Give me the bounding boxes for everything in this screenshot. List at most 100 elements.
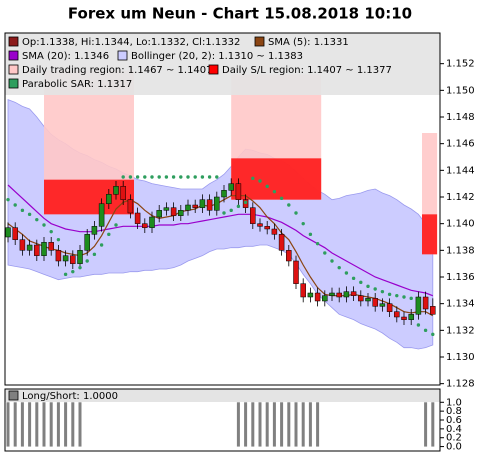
y-tick-label: 1.140 (446, 219, 475, 230)
legend-swatch (8, 50, 19, 61)
candle-body (430, 306, 436, 315)
sar-dot (150, 175, 154, 179)
candle-body (271, 228, 278, 235)
sar-dot (380, 289, 385, 294)
sar-dot (207, 175, 212, 179)
y-tick-label: 1.150 (446, 85, 475, 96)
bar (431, 402, 435, 447)
sar-dot (344, 271, 349, 275)
sar-dot (13, 203, 17, 207)
sar-dot (143, 175, 147, 179)
y-tick-label: 1.152 (446, 59, 475, 70)
bar (258, 402, 262, 447)
candle-body (365, 298, 371, 302)
bar (28, 402, 32, 447)
y-tick-label: 0.2 (446, 433, 462, 444)
candle-body (134, 212, 141, 224)
sar-dot (265, 184, 269, 189)
y-tick-label: 1.130 (446, 352, 475, 363)
sar-dot (114, 223, 118, 227)
candle-body (106, 194, 112, 204)
sar-dot (6, 197, 10, 202)
sar-dot (330, 259, 334, 263)
candle-body (394, 311, 400, 318)
legend-swatch (8, 64, 19, 75)
candle-body (48, 242, 54, 251)
sar-dot (366, 284, 370, 289)
sma20 (7, 184, 434, 297)
y-tick-label: 1.132 (446, 325, 475, 336)
sar-dot (272, 189, 277, 194)
sar-dot (315, 241, 320, 246)
sar-dot (402, 295, 406, 299)
sar-dot (121, 175, 125, 179)
sar-dot (186, 175, 190, 179)
candle-body (178, 210, 184, 216)
candle-body (350, 291, 357, 296)
sar-dot (423, 328, 428, 333)
sar-dot (135, 175, 140, 179)
bar (64, 402, 68, 447)
candle-body (163, 207, 170, 211)
candle-body (300, 283, 306, 298)
candle-body (286, 250, 292, 262)
y-tick-label: 0.8 (446, 406, 462, 417)
candle-body (250, 207, 256, 224)
sar-dot (200, 175, 205, 179)
legend-swatch (8, 390, 19, 401)
bar (316, 402, 320, 447)
legend-label: Long/Short: 1.0000 (22, 391, 118, 402)
candle-body (5, 227, 11, 238)
candle-body (77, 250, 83, 264)
sar-dot (409, 296, 413, 301)
candle-body (199, 199, 206, 208)
sar-dot (20, 208, 25, 213)
bar (35, 402, 39, 447)
bar (265, 402, 269, 447)
legend-box (5, 33, 440, 95)
y-tick-label: 1.134 (446, 299, 475, 310)
candle-body (170, 207, 177, 216)
candle-body (84, 234, 90, 251)
legend-swatch (208, 64, 219, 75)
candle-body (307, 292, 314, 298)
candle-body (257, 223, 263, 227)
sar-dot (128, 175, 133, 179)
candle-body (41, 242, 47, 256)
candle-body (343, 291, 350, 298)
bar (20, 402, 24, 447)
bar (272, 402, 276, 447)
sar-dot (229, 208, 233, 213)
candle-body (91, 226, 98, 235)
candle-body (156, 210, 162, 218)
y-tick-label: 1.146 (446, 139, 475, 150)
sar-dot (179, 175, 183, 179)
candle-body (120, 186, 126, 200)
candle-body (149, 216, 155, 228)
candle-body (12, 227, 18, 240)
plot-frame (4, 388, 441, 452)
candle-body (98, 203, 105, 227)
bar (308, 402, 312, 447)
sar-dot (301, 221, 305, 226)
sar-dot (193, 175, 197, 179)
candle-body (113, 186, 119, 195)
sar-dot (27, 212, 32, 217)
bar (280, 402, 284, 447)
y-tick-label: 1.128 (446, 379, 475, 390)
candle-body (221, 190, 227, 198)
candle-body (415, 296, 422, 315)
candle-body (192, 204, 198, 208)
candle-body (235, 183, 242, 200)
candle-body (372, 298, 378, 307)
sar-dot (258, 179, 262, 183)
bar (6, 402, 10, 447)
sar-dot (99, 243, 104, 247)
sar-dot (71, 269, 75, 274)
sar-dot (49, 229, 53, 234)
sar-dot (431, 332, 435, 337)
sar-dot (107, 232, 111, 237)
y-tick-label: 0.6 (446, 415, 462, 426)
candle-body (228, 183, 234, 191)
